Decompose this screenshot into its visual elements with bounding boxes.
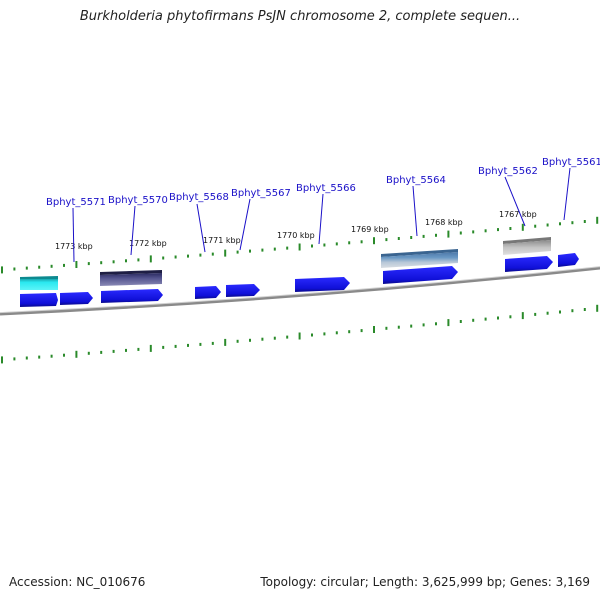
scale-label-1769: 1769 kbp: [351, 225, 389, 234]
genome-summary-text: Topology: circular; Length: 3,625,999 bp…: [260, 575, 590, 589]
scale-label-1767: 1767 kbp: [499, 210, 537, 219]
gene-arrow-bphyt-5568[interactable]: [195, 286, 221, 299]
chromosome-backbone-highlight: [0, 266, 600, 314]
feature-box-slate[interactable]: [100, 270, 162, 286]
scale-ticks-lower: [1, 304, 599, 364]
gene-label-bphyt-5566[interactable]: Bphyt_5566: [296, 183, 356, 194]
gene-label-bphyt-5567[interactable]: Bphyt_5567: [231, 188, 291, 199]
gene-label-bphyt-5564[interactable]: Bphyt_5564: [386, 175, 446, 186]
gene-arrow-bphyt-5569[interactable]: [101, 289, 163, 303]
gene-arrow-bphyt-5571[interactable]: [20, 293, 58, 307]
scale-labels: 1773 kbp 1772 kbp 1771 kbp 1770 kbp 1769…: [55, 210, 537, 251]
gene-label-bphyt-5571[interactable]: Bphyt_5571: [46, 197, 106, 208]
gene-label-bphyt-5561[interactable]: Bphyt_5561: [542, 157, 600, 168]
scale-ticks-upper: [1, 216, 599, 274]
gene-arrow-bphyt-5567[interactable]: [226, 284, 260, 297]
scale-label-1772: 1772 kbp: [129, 239, 167, 248]
gene-arrow-bphyt-5562[interactable]: [505, 256, 553, 272]
gene-label-bphyt-5570[interactable]: Bphyt_5570: [108, 195, 168, 206]
scale-label-1770: 1770 kbp: [277, 231, 315, 240]
gene-arrow-bphyt-5566[interactable]: [295, 277, 350, 292]
feature-box-gray[interactable]: [503, 237, 551, 255]
gene-arrow-bphyt-5570[interactable]: [60, 292, 93, 305]
accession-text: Accession: NC_010676: [9, 575, 146, 589]
gene-label-bphyt-5562[interactable]: Bphyt_5562: [478, 166, 538, 177]
gene-arrows: [20, 253, 579, 307]
gene-arrow-bphyt-5564[interactable]: [383, 266, 458, 284]
gene-arrow-bphyt-5561[interactable]: [558, 253, 579, 267]
map-title: Burkholderia phytofirmans PsJN chromosom…: [79, 9, 521, 24]
feature-track: [20, 237, 551, 290]
gene-label-bphyt-5568[interactable]: Bphyt_5568: [169, 192, 229, 203]
feature-box-steel[interactable]: [381, 249, 458, 268]
gene-labels: Bphyt_5571 Bphyt_5570 Bphyt_5568 Bphyt_5…: [46, 157, 600, 263]
scale-label-1771: 1771 kbp: [203, 236, 241, 245]
feature-box-cyan[interactable]: [20, 276, 58, 290]
chromosome-backbone: [0, 266, 600, 316]
scale-label-1768: 1768 kbp: [425, 218, 463, 227]
